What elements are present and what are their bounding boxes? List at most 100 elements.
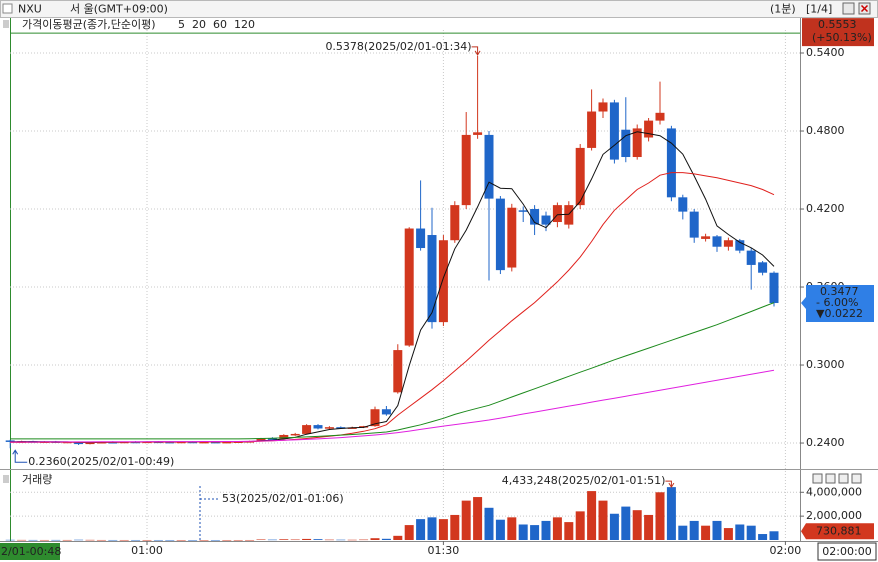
x-tick-label: 2/01-00:48 xyxy=(1,545,61,558)
low-annotation: 0.2360(2025/02/01-00:49) xyxy=(28,455,174,468)
volume-bar xyxy=(689,520,699,540)
panel-button[interactable] xyxy=(851,473,862,484)
close-icon xyxy=(860,4,869,13)
candle-body xyxy=(678,197,688,212)
symbol: NXU xyxy=(18,3,42,16)
volume-bar xyxy=(17,539,27,541)
x-tick-label: 01:00 xyxy=(131,544,163,557)
legend-icon xyxy=(3,20,9,28)
panel-button[interactable] xyxy=(838,473,849,484)
volume-bar xyxy=(552,517,562,540)
volume-bar xyxy=(404,525,414,540)
x-end-label: 02:00:00 xyxy=(822,545,871,558)
volume-bar xyxy=(51,539,61,541)
volume-bar xyxy=(256,539,266,540)
volume-bar xyxy=(416,519,426,540)
last-change-pct: - 6.00% xyxy=(816,296,858,309)
volume-bar xyxy=(359,539,369,541)
candle-body xyxy=(313,425,323,429)
menu-icon[interactable] xyxy=(2,3,13,14)
volume-bar xyxy=(530,525,540,540)
volume-bar xyxy=(621,506,631,540)
volume-bar xyxy=(644,514,654,540)
volume-bar xyxy=(507,517,517,540)
interval[interactable]: (1분) xyxy=(770,3,796,16)
volume-max-annotation: 4,433,248(2025/02/01-01:51) xyxy=(502,474,666,487)
y-tick-label: 0.4800 xyxy=(806,124,845,137)
volume-bar xyxy=(5,539,15,541)
volume-title: 거래량 xyxy=(22,473,52,486)
volume-bar xyxy=(108,539,118,541)
volume-icon xyxy=(3,475,9,483)
volume-bar xyxy=(119,539,129,541)
volume-bar xyxy=(518,524,528,540)
panel-button[interactable] xyxy=(812,473,823,484)
volume-bar xyxy=(564,522,574,540)
x-tick-label: 01:30 xyxy=(428,544,460,557)
volume-bar xyxy=(758,534,768,540)
candle-body xyxy=(267,438,277,440)
legend-title: 가격이동평균(종가,단순이평) xyxy=(22,18,156,31)
volume-bar xyxy=(701,525,711,540)
volume-bar xyxy=(735,524,745,540)
x-tick-label: 02:00 xyxy=(770,544,802,557)
candle-body xyxy=(723,240,733,247)
volume-bar xyxy=(142,539,152,541)
x-start-box xyxy=(0,543,60,560)
candle-body xyxy=(210,441,220,444)
volume-bar xyxy=(723,528,733,540)
candle-body xyxy=(393,350,403,393)
candle-body xyxy=(644,120,654,138)
volume-max-arrow xyxy=(665,480,675,489)
volume-bar xyxy=(347,539,357,541)
candle-body xyxy=(450,205,460,241)
candle-body xyxy=(427,235,437,323)
volume-bar xyxy=(438,519,448,540)
candle-body xyxy=(381,409,391,415)
volume-bar xyxy=(313,539,323,540)
y-tick-label: 0.3000 xyxy=(806,358,845,371)
volume-bar xyxy=(473,497,483,540)
candle-body xyxy=(438,240,448,323)
candle-body xyxy=(507,207,517,268)
volume-bar xyxy=(746,525,756,540)
candle-body xyxy=(587,111,597,148)
candle-body xyxy=(735,240,745,251)
volume-bar xyxy=(188,539,198,541)
candle-body xyxy=(74,441,84,445)
high-arrow xyxy=(471,46,481,56)
candle-body xyxy=(336,427,346,429)
volume-last-box xyxy=(801,523,874,540)
volume-bar xyxy=(450,514,460,540)
volume-bar xyxy=(176,539,186,541)
candle-body xyxy=(564,205,574,225)
candle-body xyxy=(222,441,232,444)
last-price-box xyxy=(801,285,874,323)
candle-body xyxy=(746,250,756,265)
y-tick-label: 2,000,000 xyxy=(806,509,862,522)
candle-body xyxy=(758,262,768,273)
moving-average xyxy=(10,369,775,443)
candle-body xyxy=(541,215,551,225)
candle-body xyxy=(530,209,540,225)
volume-bar xyxy=(233,539,243,541)
volume-bar xyxy=(609,513,619,540)
volume-bar xyxy=(598,500,608,540)
candle-body xyxy=(256,438,266,442)
layout-button[interactable] xyxy=(842,2,855,15)
y-tick-label: 0.4200 xyxy=(806,202,845,215)
candle-body xyxy=(404,228,414,346)
candle-body xyxy=(5,440,15,442)
volume-bar xyxy=(165,539,175,541)
page[interactable]: [1/4] xyxy=(806,3,832,16)
panel-button[interactable] xyxy=(825,473,836,484)
low-arrow xyxy=(12,449,28,463)
volume-bar xyxy=(461,500,471,540)
candle-body xyxy=(632,128,642,158)
volume-bar xyxy=(85,539,95,541)
candle-body xyxy=(416,228,426,249)
volume-bar xyxy=(153,539,163,541)
volume-bar xyxy=(324,539,334,541)
last-price: 0.3477 xyxy=(820,285,859,298)
candle-body xyxy=(666,128,676,198)
